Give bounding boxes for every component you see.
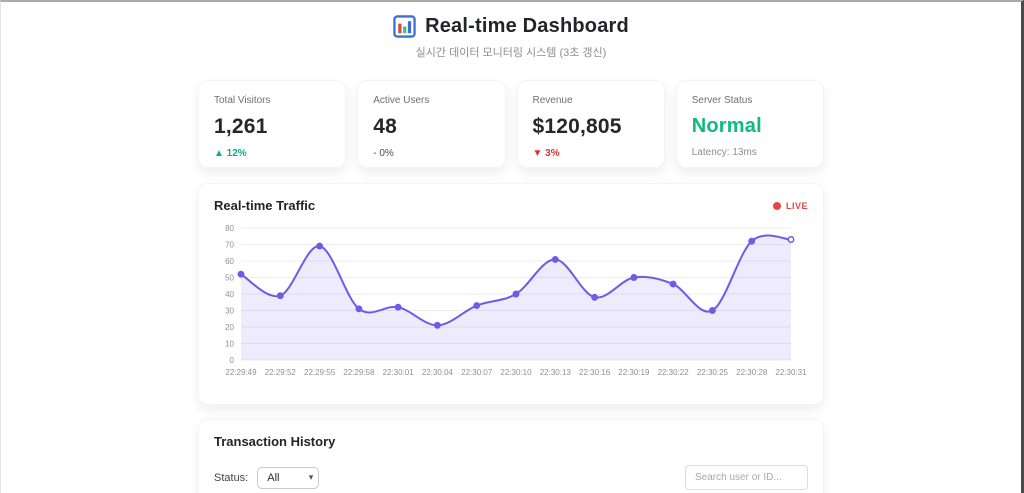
transactions-panel-title: Transaction History — [214, 434, 336, 449]
status-filter-select[interactable]: All — [257, 466, 320, 489]
svg-text:22:29:49: 22:29:49 — [225, 368, 257, 377]
svg-text:22:30:31: 22:30:31 — [775, 368, 807, 377]
stat-change-down: ▼ 3% — [532, 148, 560, 159]
live-dot-icon — [772, 201, 781, 210]
dashboard-header: Real-time Dashboard 실시간 데이터 모니터링 시스템 (3초… — [1, 2, 1021, 60]
svg-text:30: 30 — [225, 307, 234, 316]
svg-text:22:30:22: 22:30:22 — [658, 368, 690, 377]
svg-text:20: 20 — [225, 323, 234, 332]
svg-text:70: 70 — [225, 241, 234, 250]
stat-label: Revenue — [532, 95, 573, 106]
page-subtitle: 실시간 데이터 모니터링 시스템 (3초 갱신) — [415, 47, 607, 59]
traffic-panel: Real-time Traffic LIVE 0 10 20 30 40 50 60 70 80… — [198, 183, 824, 405]
latency-text: Latency: 13ms — [691, 147, 757, 158]
transactions-controls: Status: All ▾ — [214, 465, 808, 490]
live-badge: LIVE — [772, 200, 808, 211]
svg-text:22:30:13: 22:30:13 — [540, 368, 572, 377]
svg-text:22:29:52: 22:29:52 — [265, 368, 297, 377]
svg-text:22:30:07: 22:30:07 — [461, 368, 493, 377]
svg-text:22:30:16: 22:30:16 — [579, 368, 611, 377]
stat-value: 1,261 — [214, 115, 268, 138]
stat-card-revenue: Revenue $120,805 ▼ 3% — [516, 80, 665, 168]
stat-card-server-status: Server Status Normal Latency: 13ms — [675, 80, 824, 168]
svg-text:22:30:01: 22:30:01 — [383, 368, 415, 377]
stat-card-active-users: Active Users 48 - 0% — [357, 80, 506, 168]
search-input[interactable] — [685, 465, 808, 490]
svg-text:80: 80 — [225, 224, 234, 233]
stats-row: Total Visitors 1,261 ▲ 12% Active Users … — [198, 80, 824, 168]
svg-text:50: 50 — [225, 274, 234, 283]
stat-value: $120,805 — [532, 115, 622, 138]
live-label: LIVE — [785, 200, 808, 211]
svg-text:22:30:19: 22:30:19 — [618, 368, 650, 377]
server-status-value: Normal — [691, 115, 762, 137]
traffic-panel-title: Real-time Traffic — [214, 198, 316, 213]
svg-text:10: 10 — [225, 340, 234, 349]
svg-text:60: 60 — [225, 257, 234, 266]
svg-text:22:30:28: 22:30:28 — [736, 368, 768, 377]
stat-value: 48 — [373, 115, 398, 138]
traffic-chart: 0 10 20 30 40 50 60 70 80 22:29:49 22:29:52 22:29:5… — [225, 224, 807, 377]
page-title: Real-time Dashboard — [425, 15, 629, 37]
svg-text:40: 40 — [225, 290, 234, 299]
status-label: Status: — [214, 471, 249, 484]
stat-card-total-visitors: Total Visitors 1,261 ▲ 12% — [198, 80, 347, 168]
svg-text:22:30:10: 22:30:10 — [500, 368, 532, 377]
stat-change-neutral: - 0% — [373, 148, 394, 159]
transactions-panel: Transaction History Status: All ▾ — [198, 419, 824, 493]
svg-text:22:29:58: 22:29:58 — [343, 368, 375, 377]
bar-chart-icon — [393, 15, 416, 38]
stat-label: Total Visitors — [214, 95, 271, 106]
stat-label: Server Status — [691, 95, 753, 106]
stat-change-up: ▲ 12% — [214, 148, 247, 159]
svg-text:22:29:55: 22:29:55 — [304, 368, 336, 377]
svg-text:22:30:04: 22:30:04 — [422, 368, 454, 377]
svg-text:0: 0 — [230, 356, 235, 365]
svg-text:22:30:25: 22:30:25 — [697, 368, 729, 377]
stat-label: Active Users — [373, 95, 430, 106]
